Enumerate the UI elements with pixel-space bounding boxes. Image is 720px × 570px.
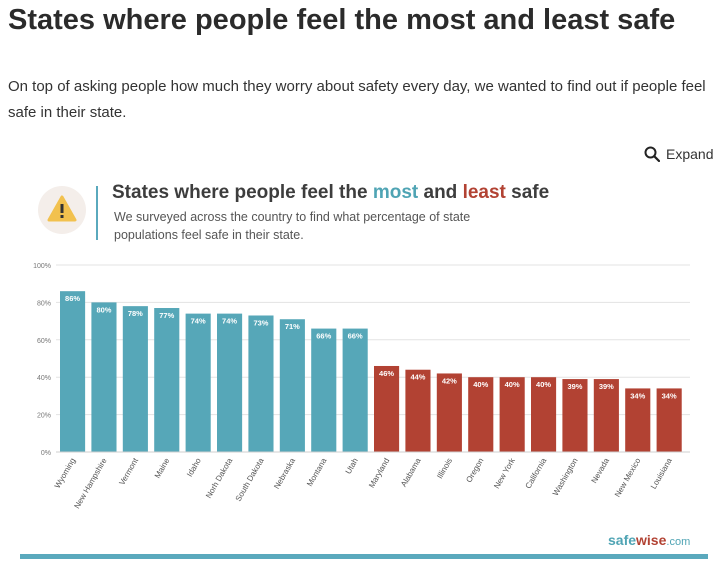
bar-value-label: 39% bbox=[567, 382, 582, 391]
bar bbox=[436, 373, 462, 452]
x-tick-label: Norh Dakota bbox=[204, 456, 235, 500]
y-tick-label: 20% bbox=[37, 413, 51, 420]
bar-value-label: 66% bbox=[316, 332, 331, 341]
bar bbox=[625, 388, 651, 452]
expand-label: Expand bbox=[666, 146, 714, 162]
expand-button[interactable]: Expand bbox=[644, 146, 713, 162]
chart-subtitle: We surveyed across the country to find w… bbox=[114, 210, 471, 242]
bar-value-label: 86% bbox=[65, 294, 80, 303]
x-tick-label: New York bbox=[492, 456, 517, 491]
chart-card: States where people feel the most and le… bbox=[18, 172, 708, 570]
x-tick-label: Wyoming bbox=[53, 457, 77, 490]
bar bbox=[405, 369, 431, 452]
bar bbox=[154, 308, 180, 452]
bar-value-label: 40% bbox=[473, 380, 488, 389]
y-tick-label: 80% bbox=[37, 300, 51, 307]
x-tick-label: New Hampshire bbox=[72, 456, 109, 510]
bar bbox=[122, 306, 148, 452]
bar-value-label: 73% bbox=[253, 318, 268, 327]
bar bbox=[91, 302, 117, 452]
x-tick-label: Vermont bbox=[117, 456, 140, 487]
x-tick-label: Utah bbox=[344, 457, 360, 476]
x-tick-label: Oregon bbox=[464, 457, 485, 485]
bar-value-label: 66% bbox=[348, 332, 363, 341]
x-tick-label: Alabama bbox=[399, 456, 423, 488]
bar-value-label: 74% bbox=[191, 317, 206, 326]
article-intro: On top of asking people how much they wo… bbox=[8, 78, 706, 121]
bar bbox=[217, 313, 243, 452]
bar-value-label: 44% bbox=[410, 373, 425, 382]
warning-icon-badge bbox=[38, 186, 86, 234]
bar-value-label: 78% bbox=[128, 309, 143, 318]
title-least: least bbox=[462, 182, 506, 203]
bar-value-label: 77% bbox=[159, 311, 174, 320]
y-tick-label: 100% bbox=[33, 263, 51, 270]
bar bbox=[279, 319, 305, 452]
x-tick-label: Nevada bbox=[590, 456, 612, 485]
y-tick-label: 40% bbox=[37, 375, 51, 382]
bar-value-label: 34% bbox=[630, 391, 645, 400]
bar bbox=[499, 377, 525, 452]
bar-value-label: 80% bbox=[96, 305, 111, 314]
bar bbox=[342, 328, 368, 452]
x-tick-label: New Mexico bbox=[613, 456, 643, 499]
x-tick-label: Illinois bbox=[435, 457, 454, 481]
bar bbox=[531, 377, 557, 452]
bar-value-label: 34% bbox=[662, 391, 677, 400]
title-most: most bbox=[372, 182, 419, 203]
x-tick-label: Nebraska bbox=[272, 456, 297, 491]
bar-value-label: 74% bbox=[222, 317, 237, 326]
x-tick-label: Maine bbox=[153, 456, 172, 480]
bar bbox=[562, 379, 588, 452]
safewise-logo: safewise.com bbox=[608, 532, 691, 548]
chart-title: States where people feel the most and le… bbox=[112, 182, 550, 203]
y-tick-label: 60% bbox=[37, 338, 51, 345]
bar-value-label: 71% bbox=[285, 322, 300, 331]
card-bottom-bar bbox=[20, 554, 708, 559]
bar bbox=[60, 291, 86, 452]
bar-value-label: 40% bbox=[536, 380, 551, 389]
warning-icon bbox=[47, 195, 77, 222]
bar bbox=[593, 379, 619, 452]
bar-value-label: 46% bbox=[379, 369, 394, 378]
bar bbox=[656, 388, 682, 452]
bar bbox=[468, 377, 494, 452]
x-tick-label: Montana bbox=[305, 456, 329, 488]
x-tick-label: California bbox=[524, 456, 549, 490]
article-title: States where people feel the most and le… bbox=[8, 4, 676, 36]
title-divider bbox=[96, 186, 98, 240]
bar bbox=[311, 328, 337, 452]
bar bbox=[185, 313, 211, 452]
x-tick-label: South Dakota bbox=[234, 456, 266, 503]
x-tick-label: Maryland bbox=[367, 457, 391, 490]
bar-value-label: 39% bbox=[599, 382, 614, 391]
search-icon bbox=[644, 146, 660, 162]
bar bbox=[374, 365, 400, 452]
bar bbox=[248, 315, 274, 452]
bar-value-label: 40% bbox=[505, 380, 520, 389]
y-tick-label: 0% bbox=[41, 450, 51, 457]
x-tick-label: Idaho bbox=[185, 456, 203, 478]
bar-chart: 0% 20% 40% 60% 80% 100% 86% Wyoming 80% New Hamps… bbox=[33, 263, 690, 510]
bar-value-label: 42% bbox=[442, 376, 457, 385]
x-tick-label: Louisiana bbox=[649, 456, 674, 491]
x-tick-label: Washington bbox=[551, 457, 580, 498]
